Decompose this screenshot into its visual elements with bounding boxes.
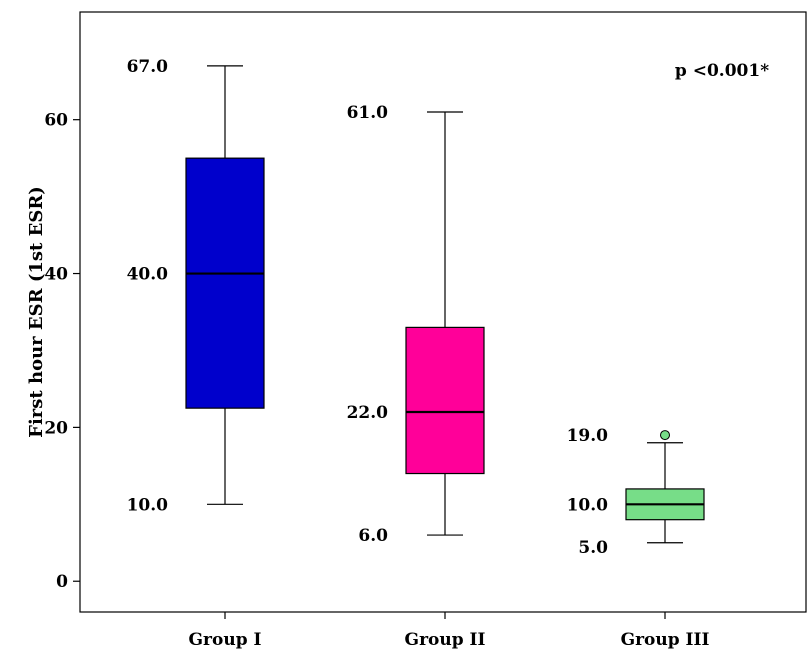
iqr-box [185,157,265,409]
median-value-label: 40.0 [127,265,169,285]
plot-frame [79,11,807,613]
x-tick-label: Group II [405,630,486,650]
y-axis-label: First hour ESR (1st ESR) [26,186,47,438]
y-tick-label: 60 [44,111,68,131]
x-tick-label: Group III [621,630,710,650]
y-tick-label: 0 [56,572,68,592]
x-tick-label: Group I [189,630,262,650]
max-value-label: 61.0 [347,103,389,123]
max-value-label: 67.0 [127,57,169,77]
box-2 [405,111,485,536]
min-value-label: 5.0 [578,538,608,558]
box-1 [185,65,265,505]
min-value-label: 10.0 [127,495,169,515]
median-value-label: 10.0 [567,495,609,515]
p-value-annotation: p <0.001* [675,61,769,81]
y-tick-label: 40 [44,265,68,285]
iqr-box [405,326,485,475]
max-value-label: 19.0 [567,426,609,446]
min-value-label: 6.0 [358,526,388,546]
y-tick-label: 20 [44,418,68,438]
box-3 [625,430,705,544]
median-value-label: 22.0 [347,403,389,423]
outlier-point [660,430,670,441]
